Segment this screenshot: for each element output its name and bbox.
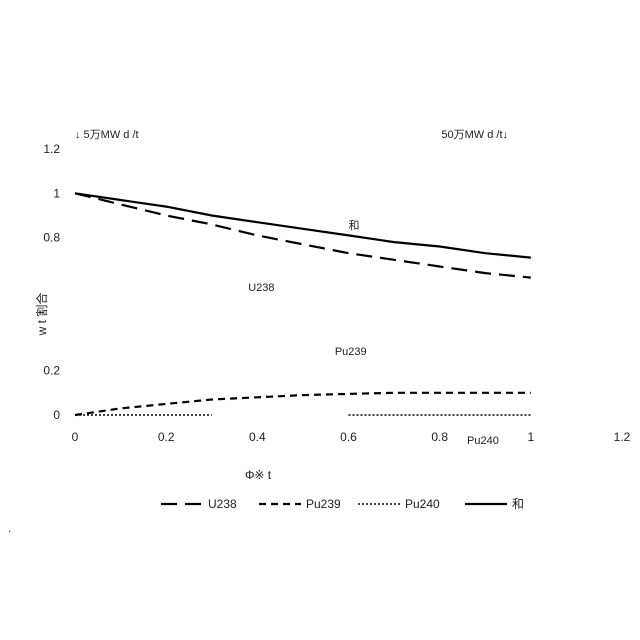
x-tick-labels: 0 0.2 0.4 0.6 0.8 1 1.2 (72, 430, 631, 444)
series-line-U238 (75, 193, 531, 277)
annotation: Pu240 (467, 435, 499, 447)
series-line-和 (75, 193, 531, 257)
annotation: U238 (248, 282, 274, 294)
y-tick-label: 0.2 (43, 364, 60, 378)
x-tick-label: 0 (72, 430, 79, 444)
y-tick-labels: 0 0.2 0.8 1 1.2 (43, 142, 60, 422)
annotation: Pu239 (335, 346, 367, 358)
y-tick-label: 1 (53, 186, 60, 200)
x-tick-label: 1.2 (614, 430, 631, 444)
x-tick-label: 0.4 (249, 430, 266, 444)
x-tick-label: 0.6 (340, 430, 357, 444)
y-tick-label: 1.2 (43, 142, 60, 156)
annotation: ↓ 5万MW d /t (75, 129, 139, 141)
series-lines (75, 193, 531, 415)
y-axis-label: w t 割合 (34, 293, 49, 337)
series-line-Pu239 (75, 393, 531, 415)
y-tick-label: 0.8 (43, 231, 60, 245)
x-axis-label: Φ※ t (245, 468, 272, 482)
x-tick-label: 1 (527, 430, 534, 444)
annotation: 和 (349, 219, 360, 232)
annotations: ↓ 5万MW d /t 50万MW d /t↓ 和 U238 Pu239 Pu240 (75, 129, 508, 447)
legend-label: 和 (512, 497, 524, 511)
y-tick-label: 0 (53, 408, 60, 422)
legend-label: Pu240 (405, 497, 440, 511)
legend-label: U238 (208, 497, 237, 511)
annotation: 50万MW d /t↓ (441, 129, 508, 141)
stray-mark: . (8, 521, 11, 535)
x-tick-label: 0.2 (158, 430, 175, 444)
legend-label: Pu239 (306, 497, 341, 511)
legend: U238 Pu239 Pu240 和 (161, 497, 524, 511)
x-tick-label: 0.8 (431, 430, 448, 444)
